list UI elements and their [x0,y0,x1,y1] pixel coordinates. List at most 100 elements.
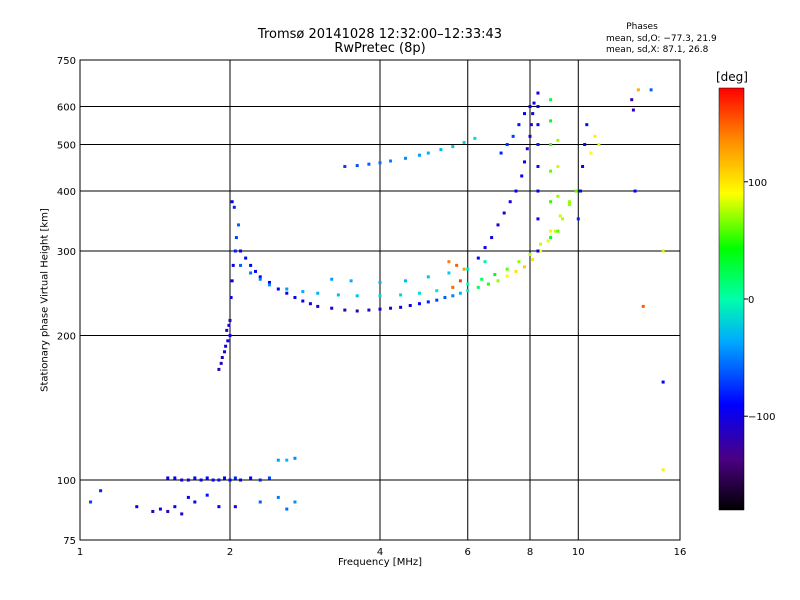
data-point [529,123,533,127]
y-tick-label: 300 [57,247,76,258]
data-point [349,279,353,283]
data-point [502,211,506,215]
data-point [223,476,227,480]
data-point [426,151,430,155]
data-point [378,307,382,311]
colorbar-unit-label: [deg] [716,70,748,84]
x-axis-ticks: 1 2 4 6 8 10 16 [77,547,687,558]
data-point [574,189,578,193]
data-point [483,246,487,250]
data-point [233,505,237,509]
data-point [476,285,480,289]
data-point [166,509,170,513]
data-point [539,242,543,246]
data-point [523,160,527,164]
data-point [229,296,233,300]
data-point [435,298,439,302]
data-point [249,263,253,267]
data-point [531,112,535,116]
data-point [556,164,560,168]
y-tick-label: 200 [57,332,76,343]
data-point [239,478,243,482]
data-point [403,279,407,283]
data-point [455,263,459,267]
data-point [285,507,289,511]
data-point [227,323,231,327]
data-point [514,189,518,193]
data-point [186,478,190,482]
data-point [462,267,466,271]
data-point [549,119,553,123]
data-point [158,507,162,511]
data-point [589,151,593,155]
data-point [233,476,237,480]
data-point [597,143,601,147]
y-axis-ticks: 75 100 200 300 400 500 600 750 [57,56,76,547]
data-point [525,147,529,151]
data-point [556,229,560,233]
x-tick-label: 4 [377,547,383,558]
chart-title: Tromsø 20141028 12:32:00–12:33:43 [257,27,503,42]
data-point [661,249,665,253]
data-point [135,505,139,509]
data-point [389,306,393,310]
colorbar-ticks: 100 0 −100 [744,178,775,423]
y-tick-label: 500 [57,141,76,152]
data-point [505,143,509,147]
data-point [517,123,521,127]
data-point [234,236,238,240]
data-point [536,143,540,147]
data-point [536,249,540,253]
data-point [228,318,232,322]
data-point [199,478,203,482]
data-point [267,283,271,287]
data-point [186,495,190,499]
data-point [193,500,197,504]
data-point [567,202,571,206]
x-tick-label: 8 [527,547,533,558]
data-point [293,456,297,460]
x-tick-label: 6 [465,547,471,558]
y-tick-label: 400 [57,187,76,198]
data-point [536,91,540,95]
data-point [466,282,470,286]
data-point [532,101,536,105]
data-point [483,260,487,264]
data-point [367,162,371,166]
data-point [505,274,509,278]
data-point [462,140,466,144]
data-point [378,294,382,298]
data-point [285,291,289,295]
data-point [447,260,451,264]
data-point [225,328,229,332]
data-point [528,134,532,138]
data-point [417,291,421,295]
data-point [661,380,665,384]
data-point [523,265,527,269]
data-point [451,285,455,289]
data-point [293,500,297,504]
data-point [517,260,521,264]
data-point [239,249,243,253]
data-point [451,145,455,149]
data-point [466,267,470,271]
data-point [496,279,500,283]
data-point [330,306,334,310]
data-point [426,300,430,304]
data-point [417,153,421,157]
data-point [399,305,403,309]
phase-colorbar [718,87,745,511]
data-point [553,229,557,233]
data-point [180,512,184,516]
data-points [89,88,665,516]
data-point [631,108,635,112]
data-point [258,478,262,482]
data-point [355,294,359,298]
y-tick-label: 100 [57,476,76,487]
data-point [649,88,653,92]
data-point [403,156,407,160]
data-point [308,302,312,306]
data-point [549,229,553,233]
colorbar-tick-label: −100 [748,412,775,423]
